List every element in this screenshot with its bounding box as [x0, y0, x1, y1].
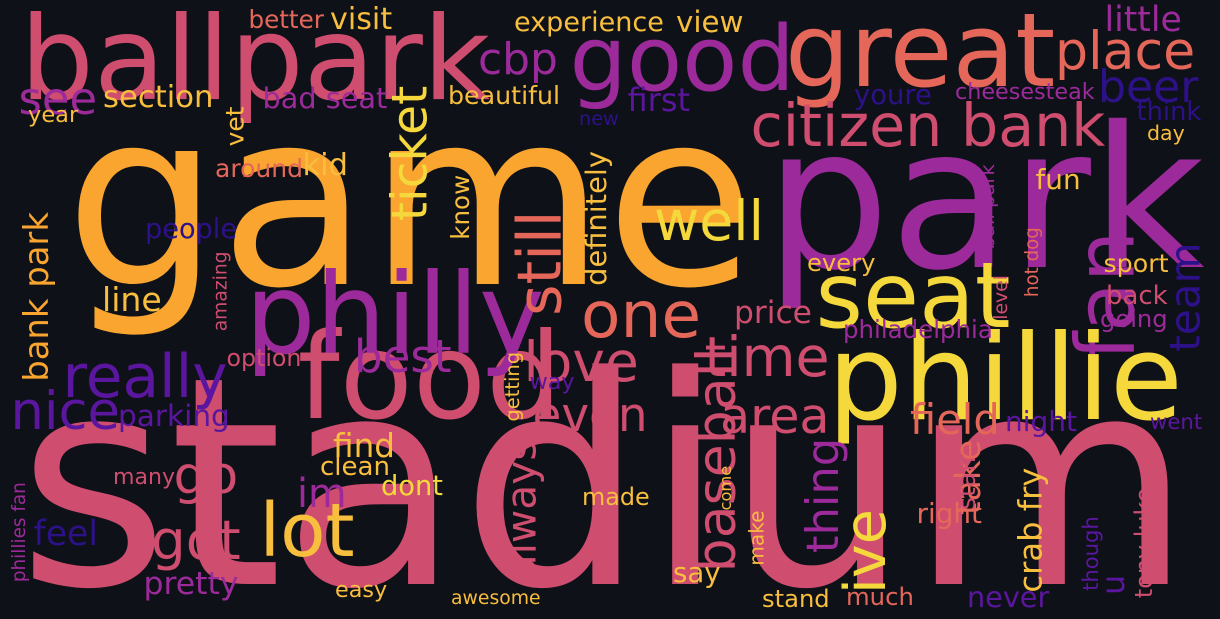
word-see: see [18, 71, 98, 125]
word-lot: lot [259, 488, 355, 574]
word-back: back [1106, 281, 1168, 311]
word-line: line [102, 279, 162, 319]
word-beautiful: beautiful [448, 80, 561, 110]
word-year: year [28, 101, 79, 128]
word-first: first [627, 81, 691, 119]
word-u: u [1096, 574, 1133, 595]
word-cbp: cbp [478, 34, 558, 85]
word-great: great [785, 0, 1056, 111]
word-stadium: stadium [17, 316, 1193, 619]
word-easy: easy [335, 577, 388, 603]
word-philadelphia: philadelphia [843, 315, 993, 344]
word-best: best [354, 329, 452, 383]
word-people: people [145, 213, 238, 245]
word-night: night [1005, 405, 1077, 438]
word-love: love [523, 329, 639, 394]
word-ball-park: ball park [975, 164, 999, 250]
word-youre: youre [854, 79, 932, 111]
word-even: even [532, 388, 648, 443]
word-field: field [910, 395, 1000, 444]
word-new: new [579, 106, 619, 130]
word-always: always [497, 438, 546, 579]
word-much: much [846, 582, 914, 611]
word-bank-park: bank park [16, 212, 56, 382]
word-section: section [103, 79, 214, 115]
word-amazing: amazing [210, 250, 232, 331]
word-little: little [1104, 0, 1182, 40]
word-hot-dog: hot dog [1021, 227, 1043, 298]
word-game: game [65, 58, 756, 342]
word-view: view [676, 4, 744, 39]
word-made: made [582, 483, 650, 511]
word-cheesesteak: cheesesteak [955, 79, 1095, 105]
word-make: make [744, 510, 769, 566]
word-go: go [173, 446, 239, 506]
word-experience: experience [514, 6, 664, 38]
word-around: around [215, 153, 303, 183]
word-option: option [226, 344, 302, 372]
word-team: team [1160, 242, 1210, 352]
word-citizen-bank: citizen bank [750, 91, 1106, 160]
word-phillie: phillie [827, 308, 1183, 447]
word-park: park [765, 85, 1205, 314]
word-went: went [1150, 409, 1203, 435]
word-dont: dont [381, 470, 443, 502]
word-going: going [1100, 305, 1168, 333]
word-level: level [990, 274, 1012, 320]
word-fun: fun [1035, 163, 1081, 196]
word-got: got [151, 507, 241, 572]
word-way: way [529, 369, 575, 395]
word-day: day [1147, 120, 1185, 145]
word-ballpark: ballpark [20, 0, 491, 127]
word-pretty: pretty [143, 566, 239, 602]
word-never: never [967, 579, 1050, 614]
word-place: place [1055, 22, 1196, 82]
word-every: every [807, 249, 876, 277]
word-stand: stand [762, 585, 830, 613]
word-say: say [673, 556, 721, 589]
word-beer: beer [1098, 62, 1199, 113]
word-parking: parking [118, 399, 230, 433]
word-still: still [505, 210, 576, 316]
word-time: time [704, 325, 830, 390]
word-one: one [581, 277, 702, 353]
word-price: price [734, 294, 812, 331]
word-well: well [654, 189, 765, 254]
word-bad-seat: bad seat [262, 80, 388, 115]
word-im: im [297, 471, 347, 517]
word-vet: vet [220, 106, 250, 146]
word-many: many [113, 465, 176, 490]
word-tony-luke: tony luke [1130, 487, 1159, 599]
word-clean: clean [320, 452, 391, 482]
word-come: come [715, 465, 735, 511]
word-ive: ive [832, 508, 899, 594]
word-staff: staff [951, 454, 981, 510]
word-ticket: ticket [380, 85, 438, 221]
word-right: right [916, 497, 982, 530]
word-philly: philly [245, 250, 545, 380]
word-definitely: definitely [578, 150, 613, 286]
word-find: find [333, 426, 395, 465]
word-nice: nice [10, 380, 120, 442]
word-crab-fry: crab fry [1010, 467, 1049, 593]
word-visit: visit [330, 2, 393, 37]
word-better: better [248, 4, 324, 34]
word-area: area [720, 386, 830, 445]
word-phillies-fan: phillies fan [8, 482, 30, 583]
word-feel: feel [33, 513, 99, 554]
word-think: think [1136, 97, 1202, 127]
word-sport: sport [1103, 248, 1169, 278]
word-good: good [569, 7, 795, 112]
word-know: know [445, 174, 475, 240]
word-really: really [62, 343, 228, 412]
word-getting: getting [501, 351, 525, 422]
word-food: food [297, 308, 563, 447]
word-seat: seat [815, 242, 1011, 349]
word-awesome: awesome [451, 587, 541, 609]
word-kid: kid [302, 148, 348, 183]
